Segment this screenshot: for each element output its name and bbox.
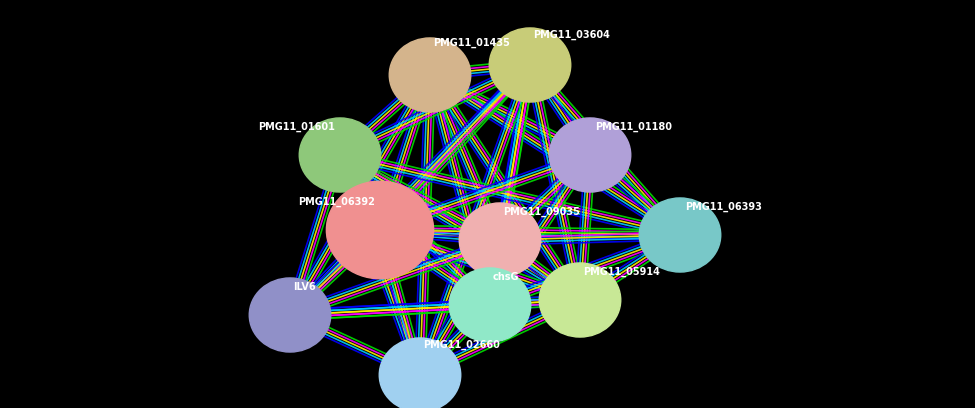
Text: PMG11_03604: PMG11_03604 <box>533 30 610 40</box>
Ellipse shape <box>299 118 381 192</box>
Ellipse shape <box>449 268 530 342</box>
Text: PMG11_01435: PMG11_01435 <box>433 38 510 48</box>
Text: PMG11_01180: PMG11_01180 <box>595 122 672 132</box>
Ellipse shape <box>459 203 541 277</box>
Text: PMG11_05914: PMG11_05914 <box>583 267 660 277</box>
Text: chsG: chsG <box>493 272 520 282</box>
Text: PMG11_06393: PMG11_06393 <box>685 202 761 212</box>
Text: PMG11_01601: PMG11_01601 <box>258 122 335 132</box>
Ellipse shape <box>379 338 461 408</box>
Ellipse shape <box>389 38 471 112</box>
Text: PMG11_06392: PMG11_06392 <box>298 197 375 207</box>
Ellipse shape <box>327 181 434 279</box>
Ellipse shape <box>250 278 331 352</box>
Text: PMG11_02660: PMG11_02660 <box>423 340 500 350</box>
Ellipse shape <box>640 198 721 272</box>
Ellipse shape <box>549 118 631 192</box>
Text: PMG11_09035: PMG11_09035 <box>503 207 580 217</box>
Ellipse shape <box>489 28 570 102</box>
Ellipse shape <box>539 263 621 337</box>
Text: ILV6: ILV6 <box>293 282 316 292</box>
